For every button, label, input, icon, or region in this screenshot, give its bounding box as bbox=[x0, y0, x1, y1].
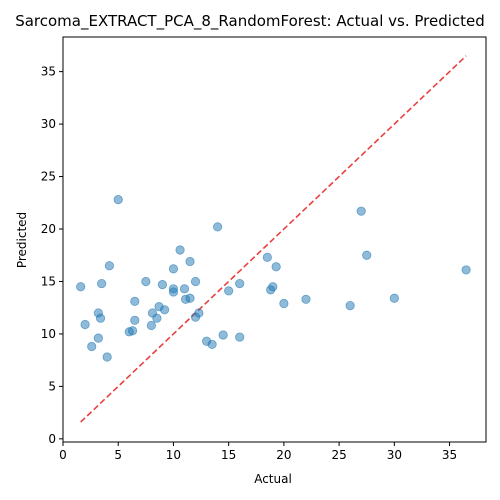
data-point-11 bbox=[128, 327, 136, 335]
data-point-45 bbox=[346, 301, 354, 309]
data-point-0 bbox=[76, 283, 84, 291]
data-point-23 bbox=[169, 265, 177, 273]
y-tick-label: 35 bbox=[41, 65, 56, 79]
data-point-22 bbox=[169, 288, 177, 296]
y-tick-label: 20 bbox=[41, 222, 56, 236]
chart-title: Sarcoma_EXTRACT_PCA_8_RandomForest: Actu… bbox=[15, 12, 485, 31]
data-point-3 bbox=[94, 334, 102, 342]
data-point-48 bbox=[390, 294, 398, 302]
y-axis-label: Predicted bbox=[15, 212, 29, 268]
data-point-31 bbox=[195, 309, 203, 317]
x-tick-label: 5 bbox=[114, 448, 122, 462]
data-point-13 bbox=[131, 297, 139, 305]
y-tick-label: 5 bbox=[48, 379, 56, 393]
data-point-43 bbox=[280, 299, 288, 307]
data-point-1 bbox=[81, 320, 89, 328]
y-tick-label: 15 bbox=[41, 274, 56, 288]
data-point-41 bbox=[269, 283, 277, 291]
x-tick-label: 30 bbox=[387, 448, 402, 462]
data-point-38 bbox=[236, 279, 244, 287]
data-point-17 bbox=[153, 314, 161, 322]
x-axis-label: Actual bbox=[254, 472, 292, 486]
x-tick-label: 25 bbox=[331, 448, 346, 462]
data-point-6 bbox=[97, 279, 105, 287]
data-point-9 bbox=[114, 195, 122, 203]
data-point-39 bbox=[263, 253, 271, 261]
data-point-36 bbox=[224, 287, 232, 295]
data-point-7 bbox=[103, 353, 111, 361]
x-tick-label: 10 bbox=[166, 448, 181, 462]
data-point-19 bbox=[158, 280, 166, 288]
y-tick-label: 10 bbox=[41, 327, 56, 341]
x-tick-label: 15 bbox=[221, 448, 236, 462]
data-point-25 bbox=[180, 285, 188, 293]
data-point-5 bbox=[96, 314, 104, 322]
data-point-24 bbox=[176, 246, 184, 254]
data-point-27 bbox=[186, 294, 194, 302]
data-point-34 bbox=[213, 223, 221, 231]
data-point-47 bbox=[363, 251, 371, 259]
data-point-29 bbox=[191, 277, 199, 285]
data-point-49 bbox=[462, 266, 470, 274]
data-point-42 bbox=[272, 263, 280, 271]
data-point-14 bbox=[142, 277, 150, 285]
y-tick-label: 30 bbox=[41, 117, 56, 131]
y-tick-label: 25 bbox=[41, 170, 56, 184]
data-point-20 bbox=[160, 306, 168, 314]
data-point-33 bbox=[208, 340, 216, 348]
x-tick-label: 35 bbox=[442, 448, 457, 462]
plot-area: 0 5 10 15 20 25 30 35 0 5 10 15 20 25 30 35 bbox=[41, 37, 486, 462]
data-point-15 bbox=[147, 321, 155, 329]
data-point-35 bbox=[219, 331, 227, 339]
data-point-44 bbox=[302, 295, 310, 303]
data-point-12 bbox=[131, 316, 139, 324]
data-point-37 bbox=[236, 333, 244, 341]
y-tick-label: 0 bbox=[48, 432, 56, 446]
data-point-28 bbox=[186, 257, 194, 265]
reference-line bbox=[81, 56, 466, 422]
x-tick-label: 0 bbox=[59, 448, 67, 462]
x-tick-label: 20 bbox=[276, 448, 291, 462]
data-point-8 bbox=[105, 262, 113, 270]
data-point-46 bbox=[357, 207, 365, 215]
data-point-2 bbox=[88, 342, 96, 350]
